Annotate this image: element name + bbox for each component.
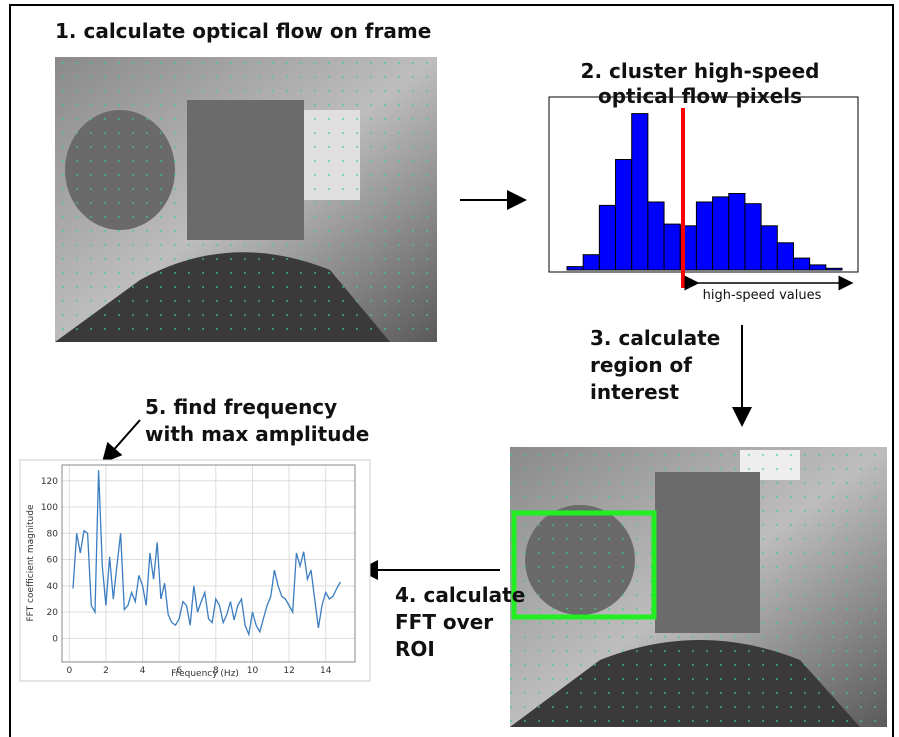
- frame: [9, 4, 894, 737]
- step-label: with max amplitude: [145, 422, 369, 446]
- photo-frame-2: [510, 447, 887, 727]
- arrow: [101, 419, 141, 464]
- bar: [825, 267, 843, 271]
- bar: [809, 264, 827, 271]
- y-axis-label: FFT coefficient magnitude: [26, 504, 36, 621]
- x-tick-label: 2: [103, 666, 109, 676]
- step-label: 1. calculate optical flow on frame: [55, 19, 431, 43]
- bar: [728, 193, 746, 271]
- bar: [776, 242, 794, 271]
- bar: [695, 201, 714, 271]
- steps: 1. calculate optical flow on frame 2. clu…: [55, 19, 819, 661]
- step-label: 5. find frequency: [145, 395, 337, 419]
- photo-frame-1: [55, 57, 437, 342]
- y-tick-label: 100: [41, 503, 58, 513]
- x-tick-label: 8: [213, 666, 219, 676]
- y-tick-label: 20: [47, 608, 59, 618]
- x-tick-label: 0: [66, 666, 72, 676]
- x-axis-label: Frequency (Hz): [171, 669, 239, 679]
- y-tick-label: 0: [52, 634, 58, 644]
- step-label: interest: [590, 380, 680, 404]
- annotation: high-speed values: [703, 288, 822, 303]
- x-tick-label: 4: [140, 666, 146, 676]
- plot-area: [61, 464, 356, 663]
- step-label: optical flow pixels: [598, 84, 802, 108]
- step-label: ROI: [395, 637, 435, 661]
- y-tick-label: 40: [47, 582, 59, 592]
- y-tick-label: 120: [41, 477, 58, 487]
- bar: [566, 266, 584, 271]
- step-label: 3. calculate: [590, 326, 720, 350]
- bar: [712, 196, 730, 271]
- fft-frame: [19, 459, 371, 682]
- bar: [598, 204, 617, 271]
- bar: [647, 201, 665, 271]
- step-label: 4. calculate: [395, 583, 525, 607]
- x-tick-label: 14: [320, 666, 332, 676]
- bar: [792, 257, 811, 271]
- step-label: 2. cluster high-speed: [581, 59, 820, 83]
- y-tick-label: 60: [47, 556, 59, 566]
- bar: [615, 159, 633, 271]
- bar: [744, 203, 762, 271]
- step-label: FFT over: [395, 610, 493, 634]
- x-tick-label: 6: [176, 666, 182, 676]
- bar: [582, 254, 600, 271]
- bar: [663, 223, 681, 271]
- step-label: region of: [590, 353, 692, 377]
- x-tick-label: 12: [283, 666, 294, 676]
- bar: [631, 113, 649, 271]
- fft-chart: 0 20 40 60 80 100 120 0 2 4 6 8 10 12 14: [41, 464, 356, 676]
- fft-line: [72, 470, 341, 637]
- x-tick-label: 10: [247, 666, 259, 676]
- y-tick-label: 80: [47, 529, 59, 539]
- bar: [760, 225, 778, 271]
